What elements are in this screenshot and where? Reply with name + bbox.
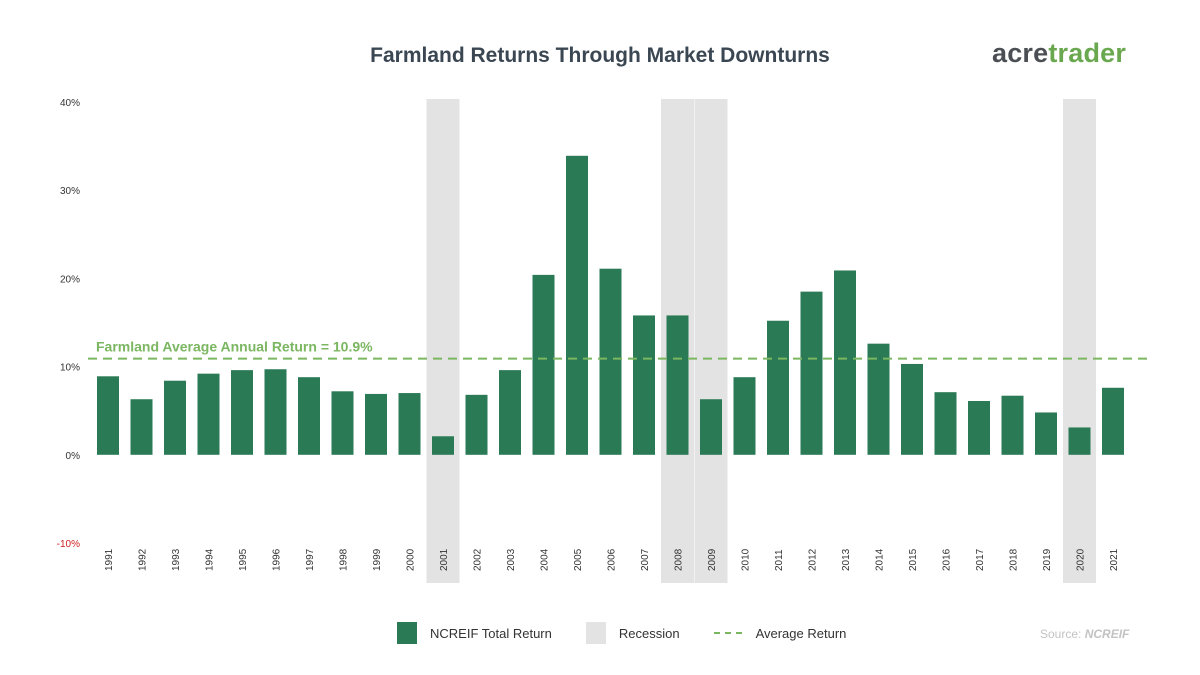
x-tick-label: 1998 — [339, 548, 350, 571]
x-tick-label: 1993 — [171, 548, 182, 571]
legend-swatch-recession — [585, 622, 606, 644]
x-tick-label: 2012 — [808, 548, 819, 571]
bar-2017 — [968, 400, 990, 455]
bar-2014 — [867, 343, 890, 455]
x-tick-label: 2016 — [942, 548, 953, 571]
x-tick-label: 2005 — [573, 548, 584, 571]
bar-1995 — [231, 370, 253, 455]
source-note: Source: NCREIF — [1040, 627, 1129, 641]
bar-2015 — [901, 363, 923, 455]
bar-1999 — [365, 393, 387, 455]
y-tick-label: 0% — [66, 451, 81, 462]
acretrader-logo: acretrader — [992, 38, 1126, 69]
legend-label-bar: NCREIF Total Return — [430, 625, 552, 641]
average-line-label: Farmland Average Annual Return = 10.9% — [96, 339, 373, 355]
chart-title: Farmland Returns Through Market Downturn… — [370, 44, 830, 67]
logo-part-trader: trader — [1048, 38, 1127, 68]
x-tick-label: 2010 — [741, 548, 752, 571]
bar-1997 — [298, 377, 320, 455]
bar-2011 — [767, 320, 789, 455]
bar-1993 — [164, 380, 186, 455]
x-tick-label: 2006 — [607, 548, 618, 571]
bar-1998 — [331, 391, 354, 455]
bar-2006 — [599, 268, 622, 455]
x-tick-label: 2009 — [707, 548, 718, 571]
bar-1992 — [130, 399, 153, 455]
bar-2016 — [934, 392, 957, 455]
bars — [97, 155, 1124, 455]
x-tick-label: 1991 — [104, 548, 115, 571]
bar-2010 — [733, 377, 756, 455]
legend-label-average: Average Return — [755, 625, 847, 641]
y-tick-label: 10% — [60, 363, 80, 374]
logo-part-acre: acre — [992, 38, 1049, 68]
bar-2001 — [432, 436, 454, 455]
x-tick-label: 1995 — [238, 548, 249, 571]
bar-1996 — [264, 369, 287, 455]
y-axis-ticks: 40% 30% 20% 10% 0% -10% — [57, 98, 80, 550]
x-tick-label: 2001 — [439, 548, 450, 571]
bar-1994 — [197, 373, 220, 455]
x-tick-label: 2008 — [674, 548, 685, 571]
legend-item-average: Average Return — [713, 625, 847, 641]
bar-2009 — [700, 399, 722, 455]
bar-2000 — [398, 393, 421, 455]
bar-2002 — [465, 394, 488, 455]
legend-label-recession: Recession — [618, 625, 680, 641]
y-tick-label: 30% — [60, 186, 80, 197]
x-tick-label: 2004 — [540, 548, 551, 571]
legend-swatch-bar — [397, 622, 417, 644]
x-tick-label: 2019 — [1042, 548, 1053, 571]
bar-2020 — [1068, 427, 1091, 455]
bar-2008 — [666, 315, 689, 455]
x-tick-label: 1996 — [272, 548, 283, 571]
average-line-group: Farmland Average Annual Return = 10.9% — [88, 339, 1150, 360]
source-name: NCREIF — [1084, 627, 1130, 641]
x-tick-label: 2021 — [1109, 548, 1120, 571]
x-tick-label: 2002 — [473, 548, 484, 571]
x-tick-label: 1994 — [205, 548, 216, 571]
recession-band-2009 — [694, 99, 728, 583]
x-tick-label: 2014 — [875, 548, 886, 571]
legend-item-bar: NCREIF Total Return — [397, 622, 552, 644]
recession-band-2020 — [1063, 99, 1096, 583]
y-tick-label: 40% — [60, 98, 80, 109]
bar-2003 — [499, 370, 521, 455]
x-axis-ticks: 1991 1992 1993 1994 1995 1996 1997 1998 1999 2000… — [104, 548, 1120, 571]
x-tick-label: 2007 — [640, 548, 651, 571]
bar-2018 — [1001, 395, 1024, 455]
bar-2019 — [1035, 412, 1057, 455]
legend-item-recession: Recession — [585, 622, 680, 644]
x-tick-label: 2020 — [1076, 548, 1087, 571]
bar-2021 — [1102, 387, 1124, 455]
recession-bands — [426, 99, 1096, 583]
recession-band-2001 — [426, 99, 460, 583]
bar-chart: Farmland Average Annual Return = 10.9% 4… — [57, 98, 1150, 583]
bar-2012 — [800, 291, 823, 455]
x-tick-label: 2011 — [774, 549, 785, 571]
x-tick-label: 2003 — [506, 548, 517, 571]
x-tick-label: 2000 — [406, 548, 417, 571]
y-tick-label: 20% — [60, 274, 80, 285]
x-tick-label: 2015 — [908, 548, 919, 571]
y-tick-label: -10% — [57, 539, 80, 550]
bar-2004 — [532, 274, 555, 455]
source-prefix: Source: — [1040, 627, 1085, 641]
bar-2007 — [633, 315, 655, 455]
x-tick-label: 2017 — [975, 548, 986, 571]
bar-2013 — [834, 270, 856, 455]
bar-2005 — [566, 155, 588, 455]
bar-1991 — [97, 376, 119, 455]
x-tick-label: 1997 — [305, 548, 316, 571]
x-tick-label: 1999 — [372, 548, 383, 571]
x-tick-label: 2018 — [1009, 548, 1020, 571]
legend-swatch-average — [713, 632, 742, 634]
x-tick-label: 2013 — [841, 548, 852, 571]
legend: NCREIF Total Return Recession Average Re… — [397, 622, 880, 644]
x-tick-label: 1992 — [138, 548, 149, 571]
